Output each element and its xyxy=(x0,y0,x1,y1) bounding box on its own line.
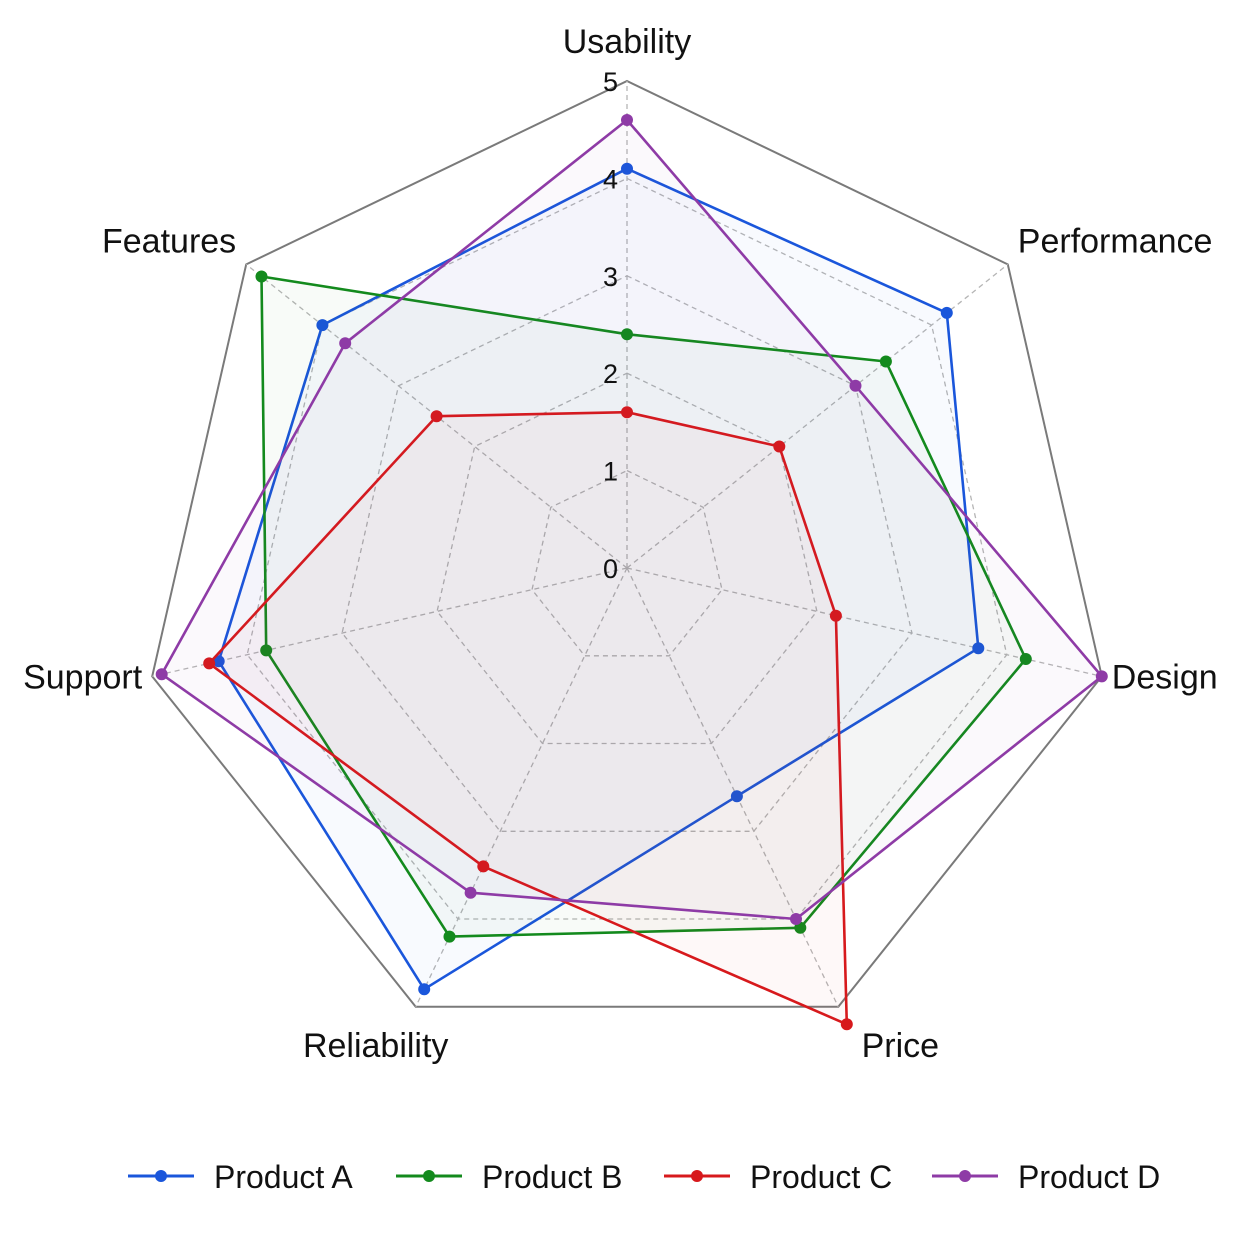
axis-label-usability: Usability xyxy=(563,23,691,61)
tick-label: 2 xyxy=(603,359,618,389)
tick-label: 3 xyxy=(603,262,618,292)
point-product-a-usability xyxy=(621,162,633,175)
tick-label: 1 xyxy=(603,457,618,487)
radar-labels: 0 1 2 3 4 5 Usability Performance Design Price Rel… xyxy=(23,23,1218,1065)
point-product-b-usability xyxy=(621,328,633,341)
spoke-price xyxy=(626,567,839,1008)
radar-series xyxy=(155,114,1108,1031)
point-product-b-reliability xyxy=(443,930,456,943)
axis-label-performance: Performance xyxy=(1018,222,1213,260)
point-product-c-performance xyxy=(773,440,786,453)
point-product-c-support xyxy=(203,657,216,670)
legend-label: Product B xyxy=(482,1159,623,1195)
legend-label: Product C xyxy=(750,1159,892,1195)
axis-label-features: Features xyxy=(102,222,236,260)
point-product-a-features xyxy=(316,319,329,332)
point-product-c-usability xyxy=(621,406,633,419)
grid-ring xyxy=(246,177,1008,920)
legend-swatch-marker xyxy=(959,1170,971,1182)
series-product-a-line xyxy=(217,167,980,991)
tick-label: 0 xyxy=(603,554,618,584)
point-product-a-design xyxy=(972,642,985,655)
legend-swatch-marker xyxy=(691,1170,703,1182)
point-product-d-usability xyxy=(621,114,633,126)
series-product-b-line xyxy=(260,275,1028,938)
legend-item-product-d: Product D xyxy=(932,1159,1160,1195)
point-product-d-performance xyxy=(849,379,862,392)
axis-label-design: Design xyxy=(1112,658,1218,696)
legend-label: Product A xyxy=(214,1159,353,1195)
point-product-a-price xyxy=(730,790,743,803)
point-product-d-support xyxy=(155,668,168,681)
legend: Product A Product B Product C Product D xyxy=(128,1159,1160,1195)
spoke-support xyxy=(152,567,628,678)
legend-item-product-b: Product B xyxy=(396,1159,623,1195)
point-product-b-support xyxy=(260,644,273,657)
point-product-a-reliability xyxy=(418,983,431,996)
point-product-d-features xyxy=(339,337,352,350)
point-product-d-price xyxy=(790,913,802,925)
outer-ring xyxy=(151,79,1103,1008)
grid-ring xyxy=(341,275,913,832)
legend-swatch-marker xyxy=(423,1170,435,1182)
axis-label-price: Price xyxy=(862,1027,939,1065)
legend-label: Product D xyxy=(1018,1159,1160,1195)
series-product-c-line xyxy=(207,410,849,1026)
point-product-c-features xyxy=(430,410,443,423)
series-product-d-line xyxy=(160,118,1104,921)
point-product-c-design xyxy=(829,609,842,622)
point-product-b-features xyxy=(255,270,268,283)
point-product-d-design xyxy=(1095,670,1108,683)
axis-label-support: Support xyxy=(23,658,143,696)
axis-label-reliability: Reliability xyxy=(303,1027,449,1065)
tick-label: 5 xyxy=(603,67,618,97)
point-product-b-design xyxy=(1019,653,1032,665)
point-product-a-performance xyxy=(940,306,953,319)
point-product-c-reliability xyxy=(477,860,490,873)
legend-item-product-c: Product C xyxy=(664,1159,892,1195)
tick-label: 4 xyxy=(603,164,618,194)
point-product-d-reliability xyxy=(464,886,477,899)
legend-swatch-marker xyxy=(155,1170,167,1182)
legend-item-product-a: Product A xyxy=(128,1159,353,1195)
point-product-b-performance xyxy=(879,355,892,368)
point-product-c-price xyxy=(840,1018,853,1031)
